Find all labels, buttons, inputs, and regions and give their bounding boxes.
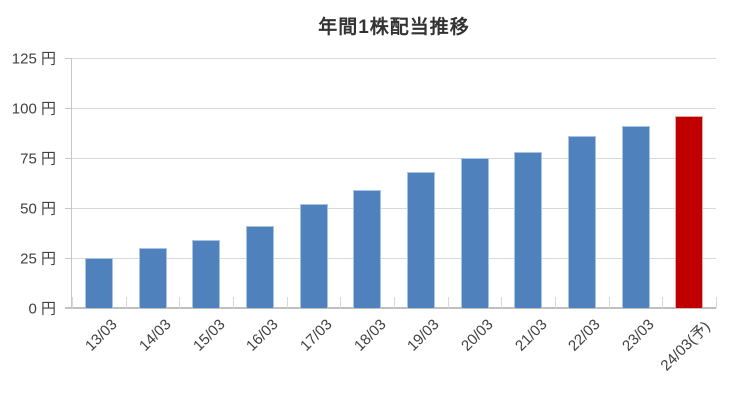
- x-axis-tick: [394, 297, 395, 308]
- x-axis-tick: [340, 297, 342, 308]
- x-axis-label: 22/03: [565, 316, 604, 355]
- x-axis-label: 18/03: [350, 316, 390, 355]
- bar: [567, 136, 596, 308]
- x-axis-tick: [286, 297, 288, 308]
- x-axis-label: 24/03(予): [657, 318, 714, 375]
- y-axis-line: [71, 58, 72, 308]
- x-axis-tick: [179, 297, 181, 308]
- y-axis-tick: [65, 258, 71, 259]
- gridline: [72, 108, 716, 109]
- bar: [138, 248, 167, 308]
- x-axis-tick: [125, 297, 127, 308]
- bar: [514, 152, 543, 308]
- x-axis-label: 15/03: [189, 316, 229, 355]
- x-axis-tick: [716, 297, 717, 308]
- bar: [245, 226, 274, 308]
- bar: [353, 190, 382, 308]
- plot-area: 13/03 14/03 15/03 16/03 17/03 18/03 19/03 20/03…: [65, 58, 717, 374]
- x-axis-tick: [72, 297, 73, 308]
- x-axis-label: 13/03: [82, 316, 121, 355]
- bar: [299, 204, 328, 308]
- bar: [621, 126, 650, 308]
- x-axis-tick: [608, 297, 610, 308]
- x-axis-label: 19/03: [404, 316, 443, 355]
- y-axis-label: 75 円: [20, 150, 56, 168]
- y-axis-tick: [65, 108, 71, 109]
- x-axis-tick: [447, 297, 449, 308]
- y-axis-label: 0 円: [28, 300, 56, 318]
- y-axis-tick: [65, 308, 71, 309]
- y-axis-tick: [65, 208, 71, 209]
- x-axis-label: 21/03: [511, 316, 551, 355]
- y-axis-label: 100 円: [11, 100, 56, 118]
- x-axis-tick: [233, 297, 234, 308]
- gridline: [72, 58, 716, 59]
- gridline: [72, 158, 716, 159]
- bar: [460, 158, 489, 308]
- y-axis-label: 25 円: [20, 250, 56, 268]
- y-axis-tick: [65, 58, 71, 59]
- x-axis-tick: [555, 297, 556, 308]
- x-axis-label: 14/03: [135, 316, 175, 355]
- x-axis-label: 20/03: [457, 316, 497, 355]
- gridline: [72, 258, 716, 259]
- x-axis-tick: [662, 297, 664, 308]
- y-axis-label: 125 円: [11, 50, 56, 68]
- bar: [192, 240, 221, 308]
- chart-title: 年間1株配当推移: [318, 17, 470, 38]
- x-axis-line: [65, 307, 716, 309]
- bar: [84, 258, 113, 308]
- y-axis-label: 50 円: [20, 200, 56, 218]
- bar-forecast: [675, 116, 704, 308]
- x-axis-label: 16/03: [243, 316, 282, 355]
- y-axis-tick: [65, 158, 71, 159]
- bar: [406, 172, 435, 308]
- x-axis-tick: [501, 297, 503, 308]
- gridline: [72, 208, 716, 209]
- x-axis-label: 17/03: [296, 316, 336, 355]
- x-axis-label: 23/03: [618, 316, 658, 355]
